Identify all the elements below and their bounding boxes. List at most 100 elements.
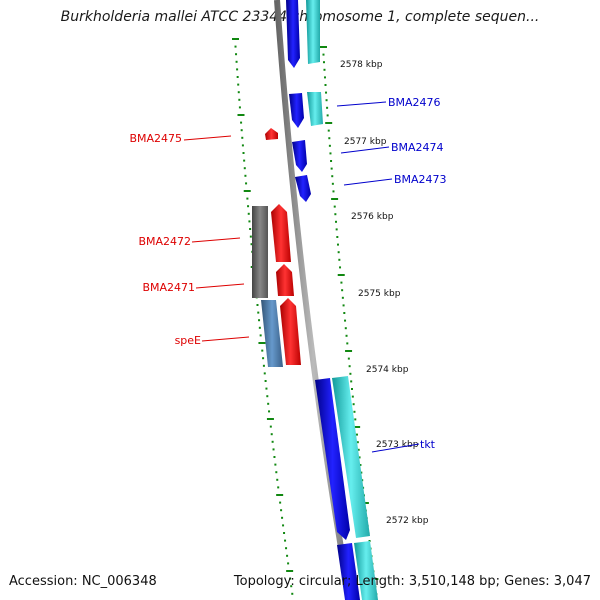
forward-gene-arrow (332, 376, 370, 538)
minor-tick (249, 235, 252, 238)
minor-tick (339, 266, 342, 269)
major-tick (337, 274, 345, 276)
scale-ticks-outer (320, 46, 379, 596)
minor-tick (323, 76, 326, 79)
minor-tick (241, 144, 244, 147)
minor-tick (325, 91, 328, 94)
scale-label: 2576 kbp (351, 212, 394, 222)
minor-tick (247, 205, 250, 208)
minor-tick (243, 167, 246, 170)
minor-tick (250, 243, 253, 246)
minor-tick (329, 152, 332, 155)
minor-tick (248, 220, 251, 223)
minor-tick (349, 372, 352, 375)
scale-label: 2578 kbp (340, 60, 383, 70)
minor-tick (346, 342, 349, 345)
minor-tick (264, 380, 267, 382)
minor-tick (241, 136, 244, 139)
minor-tick (355, 433, 358, 436)
minor-tick (242, 152, 245, 154)
minor-tick (235, 53, 238, 56)
scale-label: 2574 kbp (366, 365, 409, 375)
minor-tick (236, 76, 239, 78)
minor-tick (262, 364, 265, 367)
minor-tick (259, 334, 262, 337)
minor-tick (332, 190, 335, 193)
minor-tick (350, 380, 353, 383)
minor-tick (359, 464, 362, 466)
minor-tick (282, 524, 285, 527)
minor-tick (356, 441, 359, 444)
minor-tick (261, 349, 264, 352)
scale-label: 2573 kbp (376, 440, 419, 450)
reverse-cds-arrow (271, 204, 291, 262)
minor-tick (238, 98, 241, 101)
minor-tick (323, 68, 326, 71)
minor-tick (328, 137, 331, 140)
minor-tick (340, 281, 343, 284)
forward-cds-arrow (295, 175, 311, 202)
reverse-gene-bar (261, 300, 283, 367)
reverse-gene-labels: BMA2475 BMA2472 BMA2471 speE (129, 132, 250, 347)
minor-tick (330, 167, 333, 170)
minor-tick (244, 174, 247, 177)
forward-gene-labels: BMA2476 BMA2474 BMA2473 tkt (336, 96, 447, 453)
minor-tick (335, 228, 338, 231)
accession-text: Accession: NC_006348 (9, 574, 157, 589)
minor-tick (247, 212, 250, 215)
minor-tick (336, 236, 339, 238)
minor-tick (327, 129, 330, 132)
minor-tick (360, 471, 363, 474)
minor-tick (344, 319, 347, 322)
minor-tick (351, 395, 354, 398)
minor-tick (245, 182, 248, 185)
minor-tick (353, 410, 356, 413)
major-tick (237, 114, 245, 116)
minor-tick (351, 388, 354, 390)
minor-tick (284, 539, 287, 542)
minor-tick (322, 53, 325, 56)
minor-tick (237, 83, 240, 86)
forward-strand-features (286, 0, 378, 600)
minor-tick (343, 312, 346, 314)
major-tick (258, 342, 266, 344)
gene-label-bma2471: BMA2471 (142, 281, 195, 294)
forward-cds-arrow (289, 93, 304, 128)
minor-tick (257, 311, 260, 314)
minor-tick (338, 258, 341, 261)
major-tick (232, 38, 239, 40)
reverse-cds-arrow (265, 128, 278, 140)
minor-tick (270, 433, 273, 436)
major-tick (331, 198, 339, 200)
forward-gene-arrow (354, 541, 378, 600)
minor-tick (331, 175, 334, 178)
minor-tick (256, 304, 259, 306)
reverse-cds-arrow (276, 264, 294, 296)
minor-tick (246, 197, 249, 200)
minor-tick (342, 304, 345, 307)
minor-tick (290, 585, 293, 588)
minor-tick (285, 547, 288, 550)
minor-tick (341, 289, 344, 292)
map-title: Burkholderia mallei ATCC 23344 chromosom… (60, 9, 540, 25)
gene-label-bma2476: BMA2476 (388, 96, 441, 109)
minor-tick (235, 60, 238, 63)
minor-tick (237, 91, 240, 94)
minor-tick (352, 403, 355, 406)
reverse-strand-features (252, 128, 301, 367)
minor-tick (334, 213, 337, 216)
minor-tick (331, 182, 334, 185)
minor-tick (281, 516, 284, 519)
gene-label-bma2474: BMA2474 (391, 141, 444, 154)
minor-tick (354, 418, 357, 421)
minor-tick (347, 357, 350, 360)
minor-tick (263, 372, 266, 375)
minor-tick (268, 410, 271, 413)
minor-tick (326, 106, 329, 109)
scale-label: 2577 kbp (344, 137, 387, 147)
minor-tick (333, 205, 336, 208)
minor-tick (322, 61, 325, 64)
minor-tick (344, 327, 347, 330)
gene-label-bma2475: BMA2475 (129, 132, 182, 145)
